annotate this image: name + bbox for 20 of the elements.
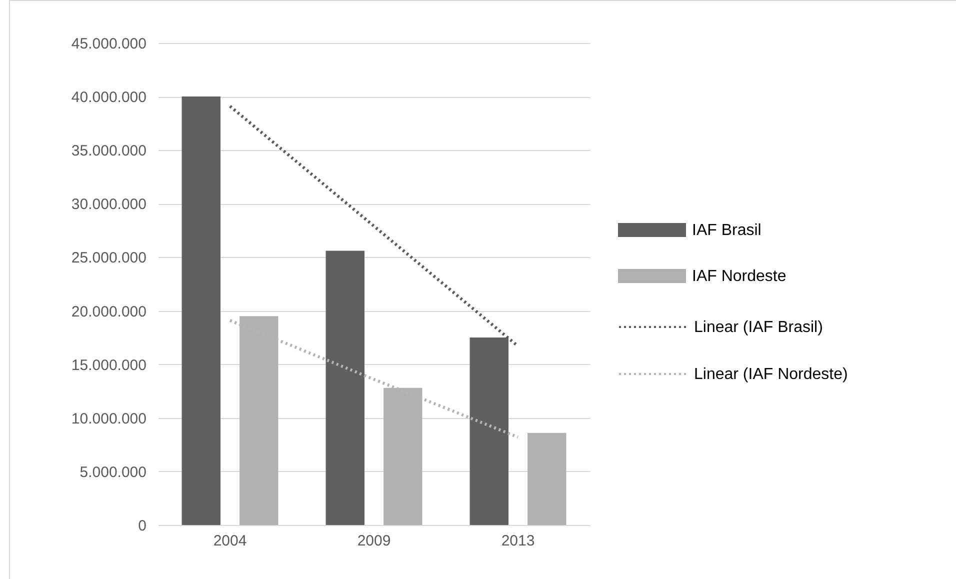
y-tick-label: 40.000.000 (71, 89, 146, 106)
x-tick-label: 2013 (501, 532, 535, 550)
bar (326, 250, 364, 525)
y-tick-label: 0 (138, 518, 146, 534)
x-tick-label: 2004 (213, 532, 247, 550)
legend-label: Linear (IAF Brasil) (694, 319, 823, 336)
legend-label: Linear (IAF Nordeste) (694, 366, 848, 383)
legend-label: IAF Nordeste (692, 268, 786, 285)
y-tick-label: 15.000.000 (71, 356, 146, 374)
legend-label: IAF Brasil (692, 222, 762, 239)
y-tick-label: 20.000.000 (71, 303, 146, 320)
y-tick-label: 25.000.000 (71, 250, 146, 267)
bar (182, 96, 220, 525)
y-tick-label: 45.000.000 (71, 36, 146, 52)
y-tick-label: 10.000.000 (71, 410, 146, 428)
y-tick-label: 35.000.000 (71, 142, 146, 160)
bar (528, 432, 566, 525)
y-tick-label: 30.000.000 (71, 196, 146, 214)
x-tick-label: 2009 (357, 532, 391, 550)
y-tick-label: 5.000.000 (80, 464, 146, 481)
